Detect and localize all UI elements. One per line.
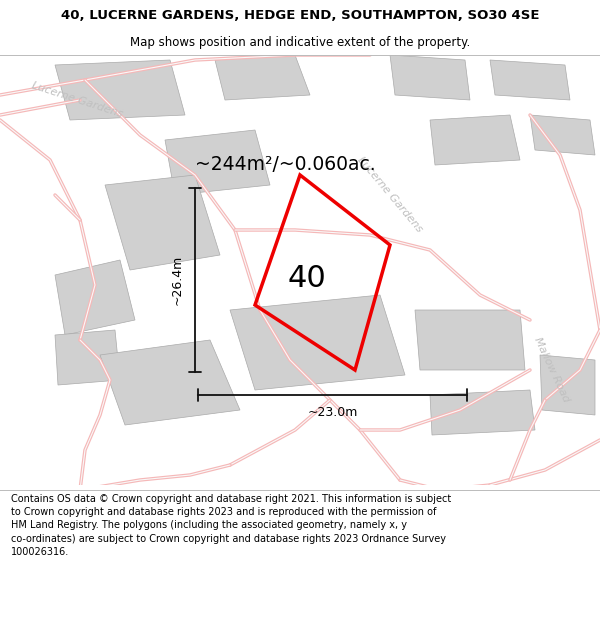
Text: 40: 40: [287, 264, 326, 293]
Polygon shape: [105, 175, 220, 270]
Text: Contains OS data © Crown copyright and database right 2021. This information is : Contains OS data © Crown copyright and d…: [11, 494, 451, 557]
Polygon shape: [215, 55, 310, 100]
Text: ~26.4m: ~26.4m: [170, 255, 184, 305]
Text: Mallow Road: Mallow Road: [532, 336, 571, 404]
Text: ~244m²/~0.060ac.: ~244m²/~0.060ac.: [195, 156, 376, 174]
Polygon shape: [390, 55, 470, 100]
Polygon shape: [530, 115, 595, 155]
Polygon shape: [55, 60, 185, 120]
Polygon shape: [230, 295, 405, 390]
Polygon shape: [490, 60, 570, 100]
Polygon shape: [165, 130, 270, 195]
Polygon shape: [55, 260, 135, 335]
Polygon shape: [100, 340, 240, 425]
Polygon shape: [430, 115, 520, 165]
Text: Lucerne Gardens: Lucerne Gardens: [355, 156, 424, 234]
Polygon shape: [415, 310, 525, 370]
Polygon shape: [55, 330, 120, 385]
Polygon shape: [540, 355, 595, 415]
Text: ~23.0m: ~23.0m: [307, 406, 358, 419]
Text: 40, LUCERNE GARDENS, HEDGE END, SOUTHAMPTON, SO30 4SE: 40, LUCERNE GARDENS, HEDGE END, SOUTHAMP…: [61, 9, 539, 22]
Text: Map shows position and indicative extent of the property.: Map shows position and indicative extent…: [130, 36, 470, 49]
Polygon shape: [430, 390, 535, 435]
Text: Lucerne Gardens: Lucerne Gardens: [30, 81, 124, 119]
